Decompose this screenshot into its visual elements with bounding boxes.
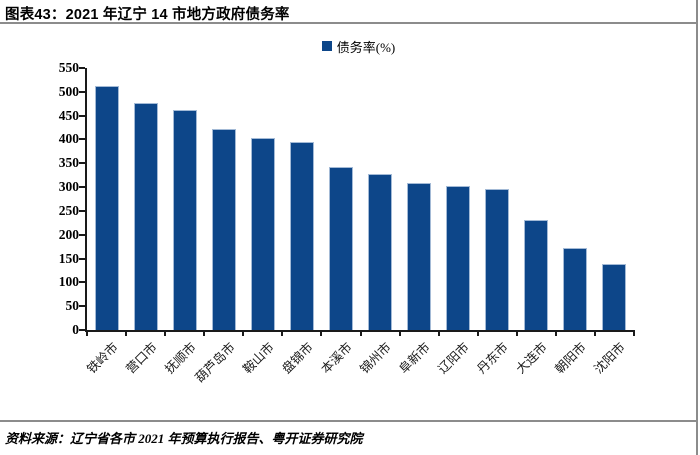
x-axis-tick xyxy=(203,330,206,336)
x-axis-tick xyxy=(554,330,557,336)
chart-legend: 债务率(%) xyxy=(85,38,632,55)
bar-抚顺市 xyxy=(172,109,197,330)
y-axis-tick xyxy=(79,67,85,69)
bar-朝阳市 xyxy=(563,247,588,330)
bar-营口市 xyxy=(133,103,158,330)
y-axis-tick xyxy=(79,305,85,308)
x-axis-tick xyxy=(398,330,401,336)
y-tick-label: 250 xyxy=(58,202,79,218)
legend-swatch-icon xyxy=(321,41,332,51)
bar-丹东市 xyxy=(485,188,510,330)
bar-锦州市 xyxy=(368,174,393,330)
x-axis-tick xyxy=(633,330,635,336)
source-note: 资料来源：辽宁省各市 2021 年预算执行报告、粤开证券研究院 xyxy=(5,431,363,446)
bar-本溪市 xyxy=(328,166,353,330)
y-tick-label: 150 xyxy=(58,250,79,266)
x-axis-tick xyxy=(242,330,245,336)
bar-大连市 xyxy=(524,220,549,330)
bar-盘锦市 xyxy=(289,141,314,330)
y-axis-tick xyxy=(79,162,85,165)
x-axis-tick xyxy=(359,330,362,336)
x-axis-tick xyxy=(125,330,128,336)
x-axis-tick xyxy=(320,330,323,336)
bar-阜新市 xyxy=(407,183,432,330)
x-axis-tick xyxy=(437,330,440,336)
footer-divider xyxy=(0,420,696,422)
bar-沈阳市 xyxy=(602,263,627,330)
y-axis-tick xyxy=(79,257,85,260)
y-axis-tick xyxy=(79,90,85,93)
y-tick-label: 300 xyxy=(58,179,79,195)
legend-label: 债务率(%) xyxy=(336,39,396,55)
x-axis-tick xyxy=(476,330,479,336)
x-axis-tick xyxy=(593,330,596,336)
x-category-label: 沈阳市 xyxy=(591,340,629,377)
y-tick-label: 350 xyxy=(58,155,79,171)
x-axis-tick xyxy=(86,330,88,336)
y-tick-label: 200 xyxy=(58,226,79,242)
chart-title: 图表43：2021 年辽宁 14 市地方政府债务率 xyxy=(5,7,290,23)
y-axis-tick xyxy=(79,186,85,189)
x-axis-tick xyxy=(281,330,284,336)
y-axis-tick xyxy=(79,114,85,117)
y-tick-label: 500 xyxy=(58,83,79,99)
x-axis-tick xyxy=(164,330,167,336)
y-axis-tick xyxy=(79,233,85,236)
y-tick-label: 550 xyxy=(58,60,79,75)
x-axis-tick xyxy=(515,330,518,336)
y-axis-tick xyxy=(79,329,85,331)
y-tick-label: 50 xyxy=(65,298,80,314)
y-axis-tick xyxy=(79,281,85,284)
title-divider xyxy=(0,22,696,24)
y-tick-label: 450 xyxy=(58,107,79,123)
bar-辽阳市 xyxy=(446,185,471,330)
page-right-border xyxy=(696,0,698,455)
plot-area: 0 50 100 150 200 250 300 350 400 450 500 550 铁岭市 营口市抚… xyxy=(59,60,635,385)
y-tick-label: 0 xyxy=(72,322,79,337)
bar-葫芦岛市 xyxy=(211,129,236,330)
y-axis-tick xyxy=(79,209,85,212)
y-axis-tick xyxy=(79,138,85,141)
y-tick-label: 100 xyxy=(58,274,79,290)
bar-鞍山市 xyxy=(250,138,275,330)
bar-铁岭市 xyxy=(94,86,119,330)
y-tick-label: 400 xyxy=(58,131,79,147)
